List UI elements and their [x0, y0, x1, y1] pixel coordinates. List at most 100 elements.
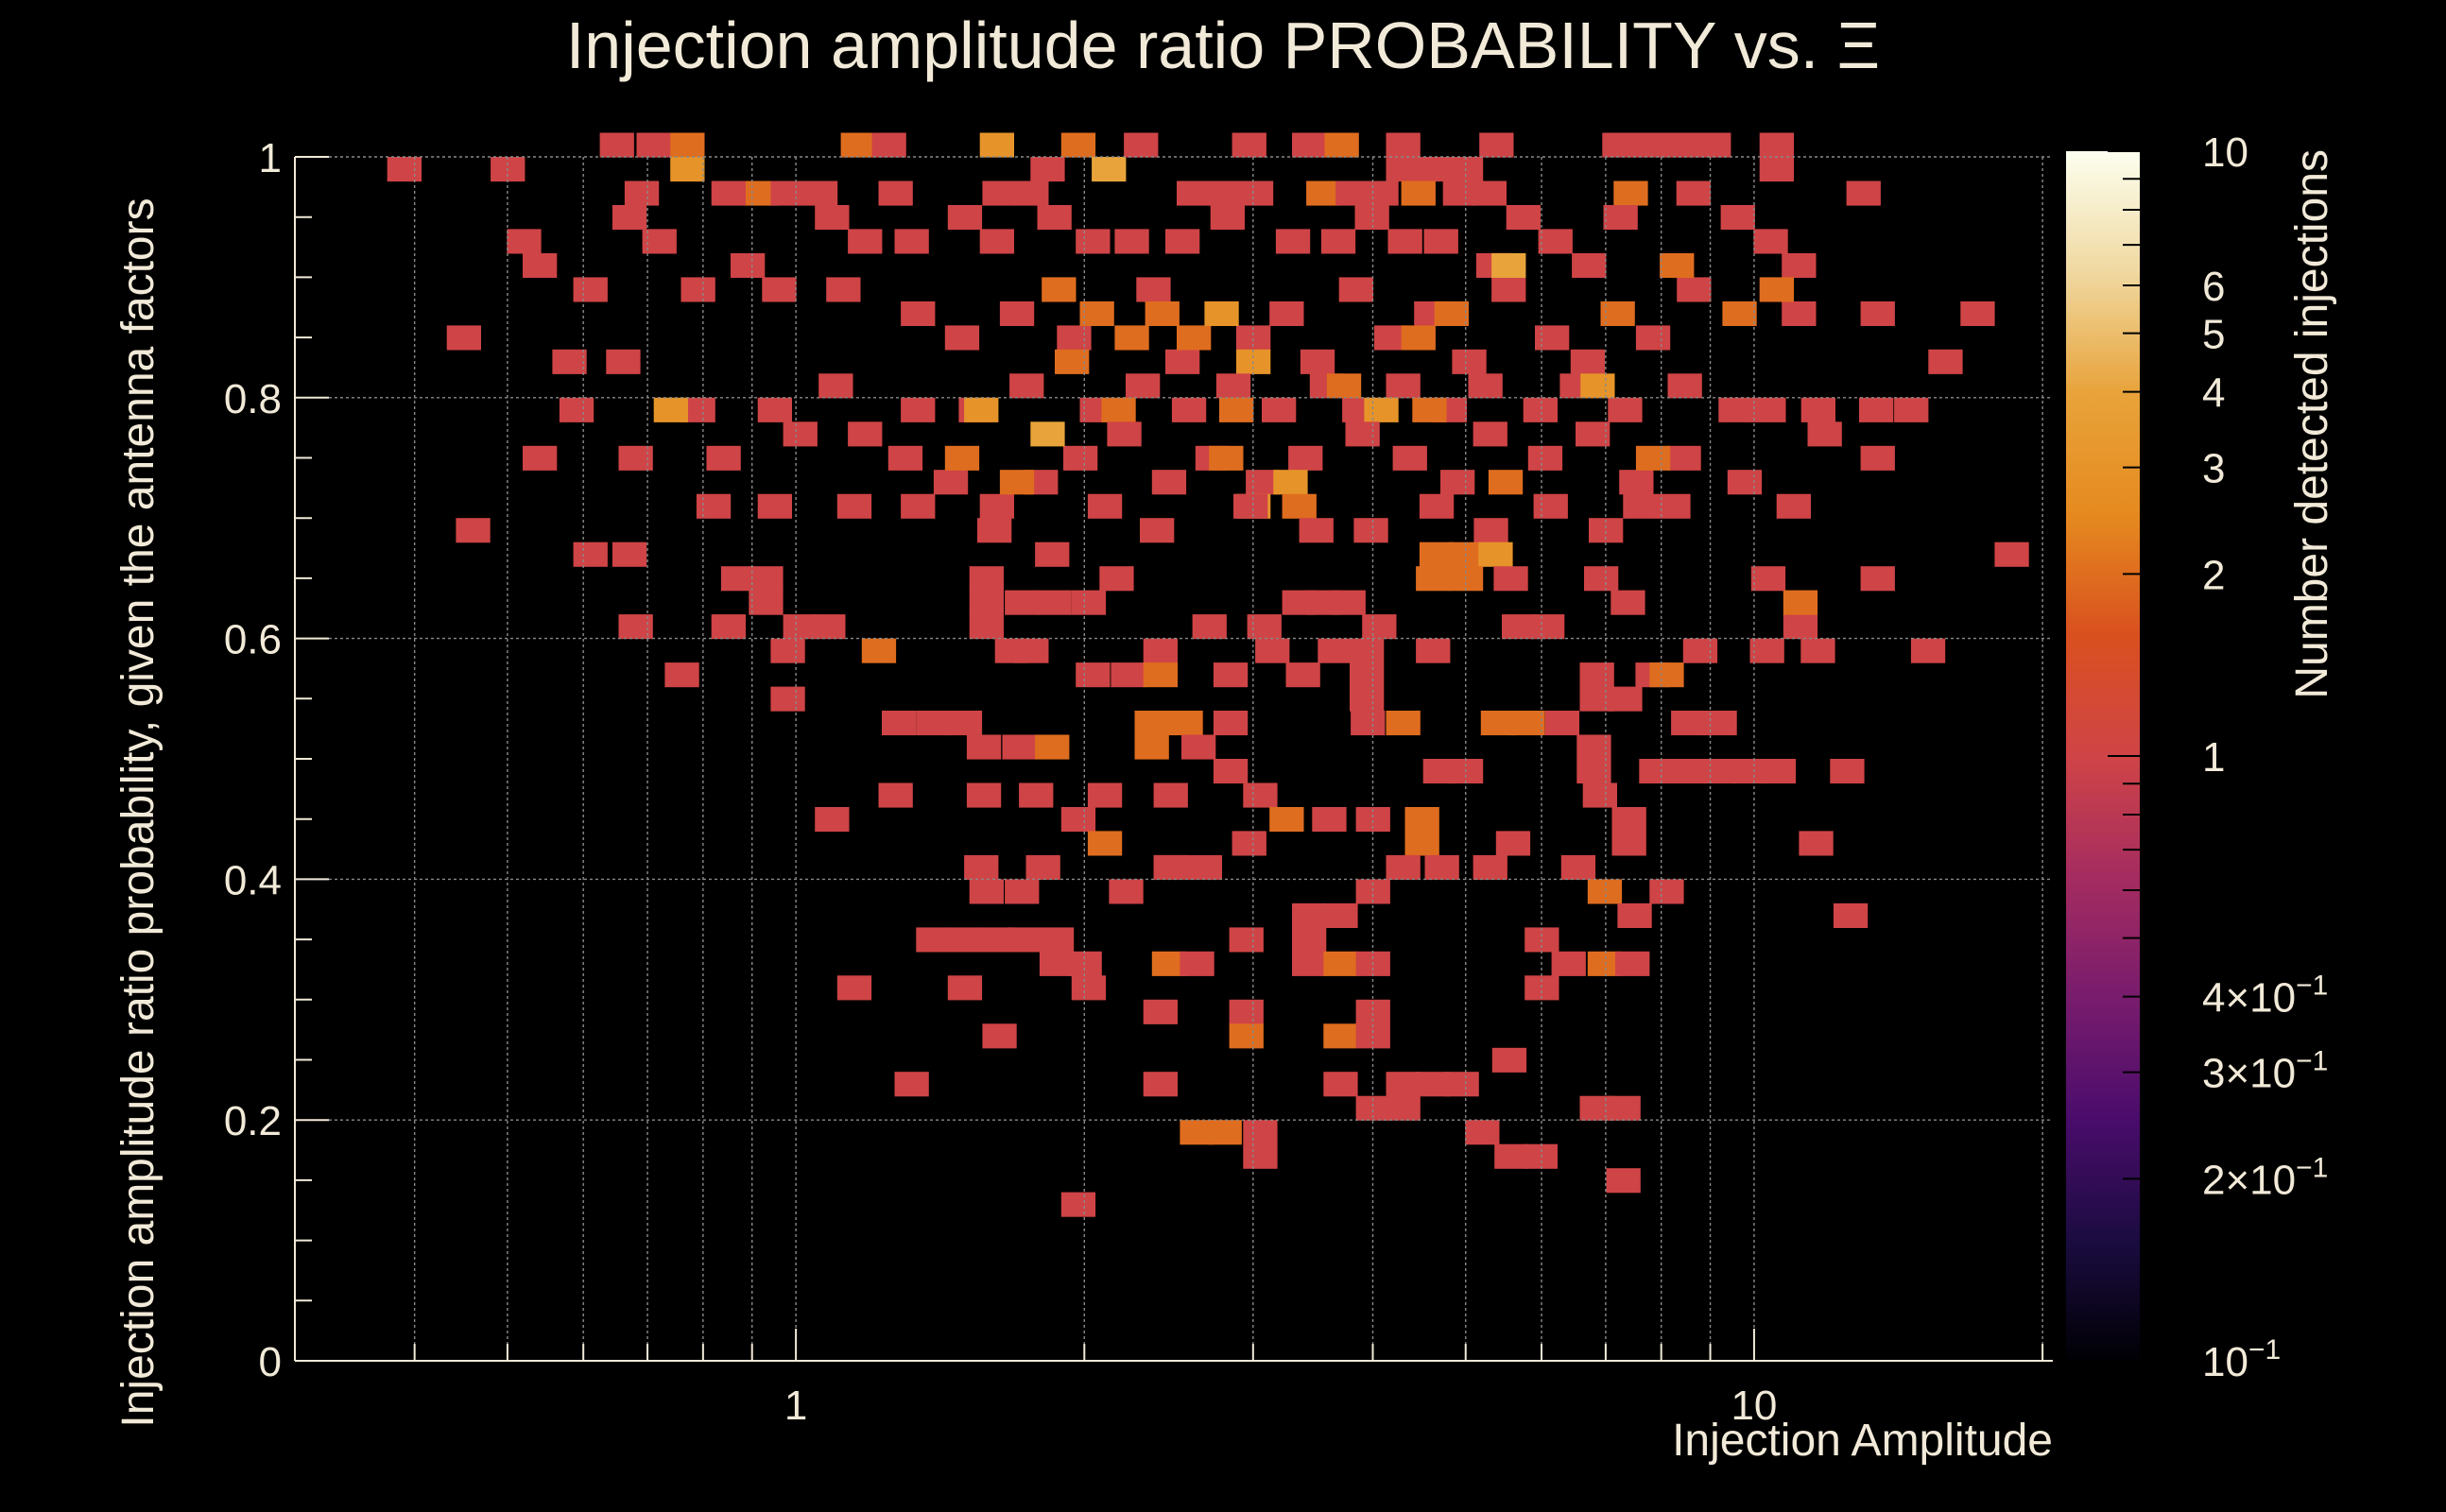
heatmap-cell: [1288, 445, 1323, 471]
heatmap-cell: [1071, 590, 1107, 615]
heatmap-cell: [711, 180, 746, 206]
heatmap-cell: [966, 734, 1002, 760]
heatmap-cell: [1800, 638, 1835, 663]
heatmap-cell: [1442, 180, 1477, 206]
heatmap-cell: [670, 132, 705, 158]
heatmap-cell: [815, 205, 850, 231]
heatmap-cell: [1292, 927, 1327, 953]
heatmap-cell: [916, 927, 951, 953]
heatmap-cell: [1114, 229, 1149, 254]
heatmap-cell: [1611, 590, 1645, 615]
y-tick-label: 1: [259, 135, 282, 181]
heatmap-cell: [523, 445, 558, 471]
heatmap-cell: [1002, 734, 1037, 760]
heatmap-cell: [979, 493, 1014, 519]
heatmap-cell: [894, 1072, 929, 1097]
heatmap-cell: [1551, 951, 1586, 976]
heatmap-cell: [1025, 854, 1060, 880]
heatmap-cell: [944, 445, 980, 471]
heatmap-cell: [1318, 638, 1352, 663]
heatmap-cell: [1386, 157, 1421, 182]
heatmap-cell: [964, 397, 999, 422]
heatmap-cell: [1071, 975, 1107, 1001]
heatmap-cell: [1633, 132, 1668, 158]
heatmap-cell: [1099, 566, 1134, 592]
y-tick-label: 0.2: [224, 1098, 282, 1144]
heatmap-cell: [1243, 1120, 1278, 1145]
heatmap-cell: [1215, 373, 1251, 399]
heatmap-cell: [1351, 711, 1386, 736]
heatmap-cell: [999, 301, 1035, 326]
heatmap-cell: [1354, 205, 1389, 231]
heatmap-cell: [802, 180, 838, 206]
heatmap-cell: [1404, 831, 1439, 856]
heatmap-cell: [861, 638, 897, 663]
heatmap-cell: [1076, 662, 1111, 688]
heatmap-cell: [1727, 470, 1763, 495]
heatmap-cell: [1350, 662, 1385, 688]
heatmap-cell: [964, 854, 999, 880]
heatmap-cell: [507, 229, 542, 254]
heatmap-cell: [1584, 566, 1619, 592]
heatmap-cell: [1386, 711, 1421, 736]
heatmap-cell: [1994, 541, 2029, 567]
heatmap-cell: [1473, 421, 1507, 447]
heatmap-cell: [1606, 1095, 1641, 1121]
heatmap-cell: [1243, 1143, 1278, 1169]
heatmap-cell: [1087, 782, 1123, 808]
heatmap-cell: [1213, 759, 1249, 784]
heatmap-cell: [944, 325, 980, 351]
heatmap-cell: [770, 180, 805, 206]
heatmap-cell: [1649, 879, 1684, 904]
heatmap-cell: [1014, 180, 1049, 206]
heatmap-cell: [1480, 711, 1516, 736]
heatmap-cell: [1079, 301, 1114, 326]
heatmap-cell: [1037, 590, 1072, 615]
heatmap-cell: [456, 518, 491, 543]
heatmap-cell: [1306, 180, 1341, 206]
heatmap-cell: [1830, 759, 1865, 784]
heatmap-cell: [1759, 157, 1794, 182]
heatmap-cell: [1326, 373, 1362, 399]
heatmap-cell: [664, 662, 699, 688]
heatmap-cell: [1035, 541, 1070, 567]
heatmap-cell: [757, 397, 792, 422]
heatmap-cell: [1401, 180, 1436, 206]
heatmap-cell: [901, 397, 936, 422]
heatmap-cell: [1213, 711, 1249, 736]
heatmap-cell: [1667, 373, 1702, 399]
heatmap-cell: [1440, 470, 1475, 495]
heatmap-cell: [1676, 180, 1711, 206]
heatmap-cell: [901, 493, 936, 519]
heatmap-cell: [848, 229, 883, 254]
heatmap-cell: [966, 782, 1002, 808]
heatmap-cell: [947, 975, 983, 1001]
heatmap-cell: [1533, 493, 1568, 519]
heatmap-cell: [894, 229, 929, 254]
heatmap-cell: [871, 132, 906, 158]
heatmap-cell: [1092, 157, 1127, 182]
heatmap-cell: [1635, 445, 1671, 471]
heatmap-cell: [1860, 566, 1895, 592]
heatmap-cell: [599, 132, 634, 158]
heatmap-cell: [977, 518, 1012, 543]
heatmap-cell: [1606, 1168, 1641, 1194]
chart-title: Injection amplitude ratio PROBABILITY vs…: [566, 9, 1880, 82]
heatmap-cell: [1055, 349, 1090, 374]
heatmap-cell: [1087, 493, 1123, 519]
heatmap-cell: [1720, 205, 1755, 231]
colorbar-tick-label: 6: [2202, 264, 2225, 310]
heatmap-cell: [1165, 229, 1200, 254]
heatmap-cell: [979, 132, 1014, 158]
heatmap-cell: [1702, 711, 1737, 736]
heatmap-cell: [1613, 180, 1648, 206]
heatmap-cell: [1424, 854, 1459, 880]
heatmap-cell: [969, 614, 1004, 640]
heatmap-cell: [1114, 325, 1149, 351]
heatmap-cell: [1580, 373, 1615, 399]
heatmap-cell: [1677, 277, 1712, 302]
y-tick-label: 0.8: [224, 376, 282, 422]
heatmap-cell: [1910, 638, 1946, 663]
